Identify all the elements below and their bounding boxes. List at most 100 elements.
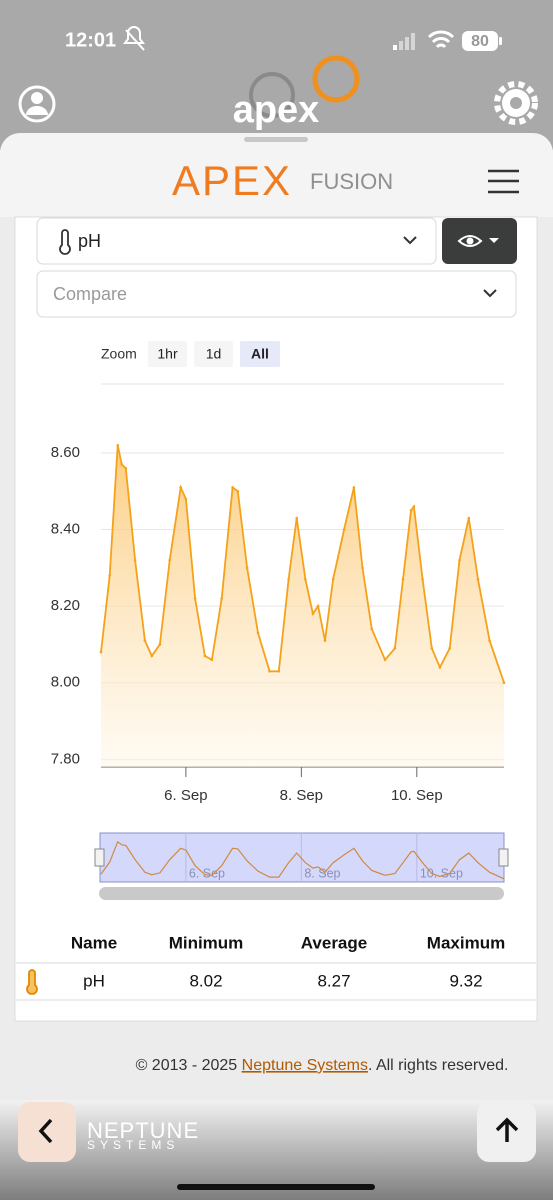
footer-link[interactable]: Neptune Systems [242, 1057, 368, 1074]
scrollbar[interactable] [99, 887, 504, 900]
compare-select[interactable] [36, 270, 517, 318]
data-point [220, 597, 223, 600]
data-point [108, 574, 111, 577]
zoom-button[interactable] [194, 341, 233, 367]
table-header: Maximum [427, 933, 505, 952]
data-point [342, 528, 346, 531]
eye-pupil [466, 237, 474, 245]
data-point [409, 509, 413, 512]
profile-button[interactable] [18, 85, 56, 123]
zoom-button[interactable] [148, 341, 187, 367]
zoom-option: 1hr [157, 346, 178, 362]
data-point [179, 486, 182, 489]
zoom-option: All [251, 346, 269, 362]
data-point [99, 650, 103, 654]
data-point [120, 463, 124, 466]
data-point [277, 669, 281, 673]
caret [489, 238, 499, 243]
battery-level: 80 [471, 33, 489, 50]
y-tick-label: 8.20 [51, 597, 80, 614]
data-point [370, 627, 374, 631]
data-point [393, 646, 397, 650]
logo-main: APEX [172, 157, 292, 204]
x-tick-label: 8. Sep [280, 787, 323, 804]
navigator-line [100, 840, 505, 880]
data-point [231, 486, 234, 489]
zoom-button[interactable] [240, 341, 280, 367]
data-point [143, 639, 147, 642]
logo-sub: FUSION [310, 169, 393, 194]
battery-tip [499, 37, 502, 45]
data-point [203, 654, 207, 658]
data-point [124, 466, 128, 470]
copyright-prefix: © 2013 - 2025 [136, 1057, 242, 1074]
data-point [401, 578, 405, 581]
y-tick-label: 8.60 [51, 444, 80, 461]
brand-sub: SYSTEMS [87, 1138, 179, 1152]
data-point [323, 639, 327, 642]
data-point [331, 578, 335, 581]
app-name: apex [233, 89, 320, 131]
compare-placeholder: Compare [53, 284, 127, 304]
data-point [412, 505, 416, 508]
navigator-label: 8. Sep [304, 866, 340, 880]
data-point [421, 578, 424, 581]
data-point [476, 578, 480, 581]
data-point [502, 681, 506, 685]
thermometer-icon [59, 229, 71, 255]
probe-name: pH [78, 231, 101, 251]
data-point [383, 658, 387, 662]
y-tick-label: 8.00 [51, 674, 80, 691]
settings-button[interactable] [494, 81, 538, 125]
data-point [158, 643, 162, 646]
logo-ring [249, 72, 295, 118]
data-point [193, 597, 197, 600]
data-point [133, 558, 137, 562]
data-point [352, 486, 356, 489]
zoom-option: 1d [206, 346, 222, 362]
data-point [311, 612, 315, 616]
navigator-label: 6. Sep [189, 866, 225, 880]
chevron [483, 289, 497, 298]
data-point [316, 604, 320, 608]
navigator-handle[interactable] [94, 848, 105, 867]
wifi-icon [427, 30, 455, 49]
logo-ring-orange [312, 55, 360, 103]
data-point [210, 658, 214, 662]
data-point [361, 566, 364, 570]
home-indicator [177, 1184, 375, 1190]
copyright-suffix: . All rights reserved. [368, 1057, 509, 1074]
table-cell: pH [83, 971, 105, 990]
x-tick-label: 10. Sep [391, 787, 443, 804]
brand: NEPTUNE [87, 1118, 199, 1143]
data-point [184, 497, 188, 501]
eye-icon [457, 235, 483, 247]
data-point [467, 516, 471, 520]
data-point [295, 516, 299, 520]
navigator-handle[interactable] [498, 848, 509, 867]
copyright: © 2013 - 2025 Neptune Systems. All right… [136, 1057, 509, 1074]
x-tick-label: 6. Sep [164, 787, 207, 804]
data-point [430, 646, 434, 650]
back-button[interactable] [18, 1102, 76, 1162]
data-point [304, 578, 307, 581]
data-point [488, 639, 491, 642]
y-tick-label: 8.40 [51, 521, 80, 538]
table-cell: 8.27 [317, 971, 350, 990]
data-point [438, 666, 442, 669]
thermometer-icon [26, 969, 38, 995]
navigator-label: 10. Sep [420, 866, 463, 880]
menu-button[interactable] [488, 169, 519, 194]
area-fill [101, 445, 504, 767]
chevron [403, 236, 417, 245]
data-point [116, 443, 120, 447]
mute-icon [123, 26, 145, 51]
probe-select[interactable] [36, 217, 437, 265]
bottom-bar [0, 1100, 553, 1200]
back-arrow [38, 1118, 53, 1144]
data-point [268, 669, 271, 673]
sheet-handle [244, 137, 308, 142]
data-point [150, 654, 154, 658]
